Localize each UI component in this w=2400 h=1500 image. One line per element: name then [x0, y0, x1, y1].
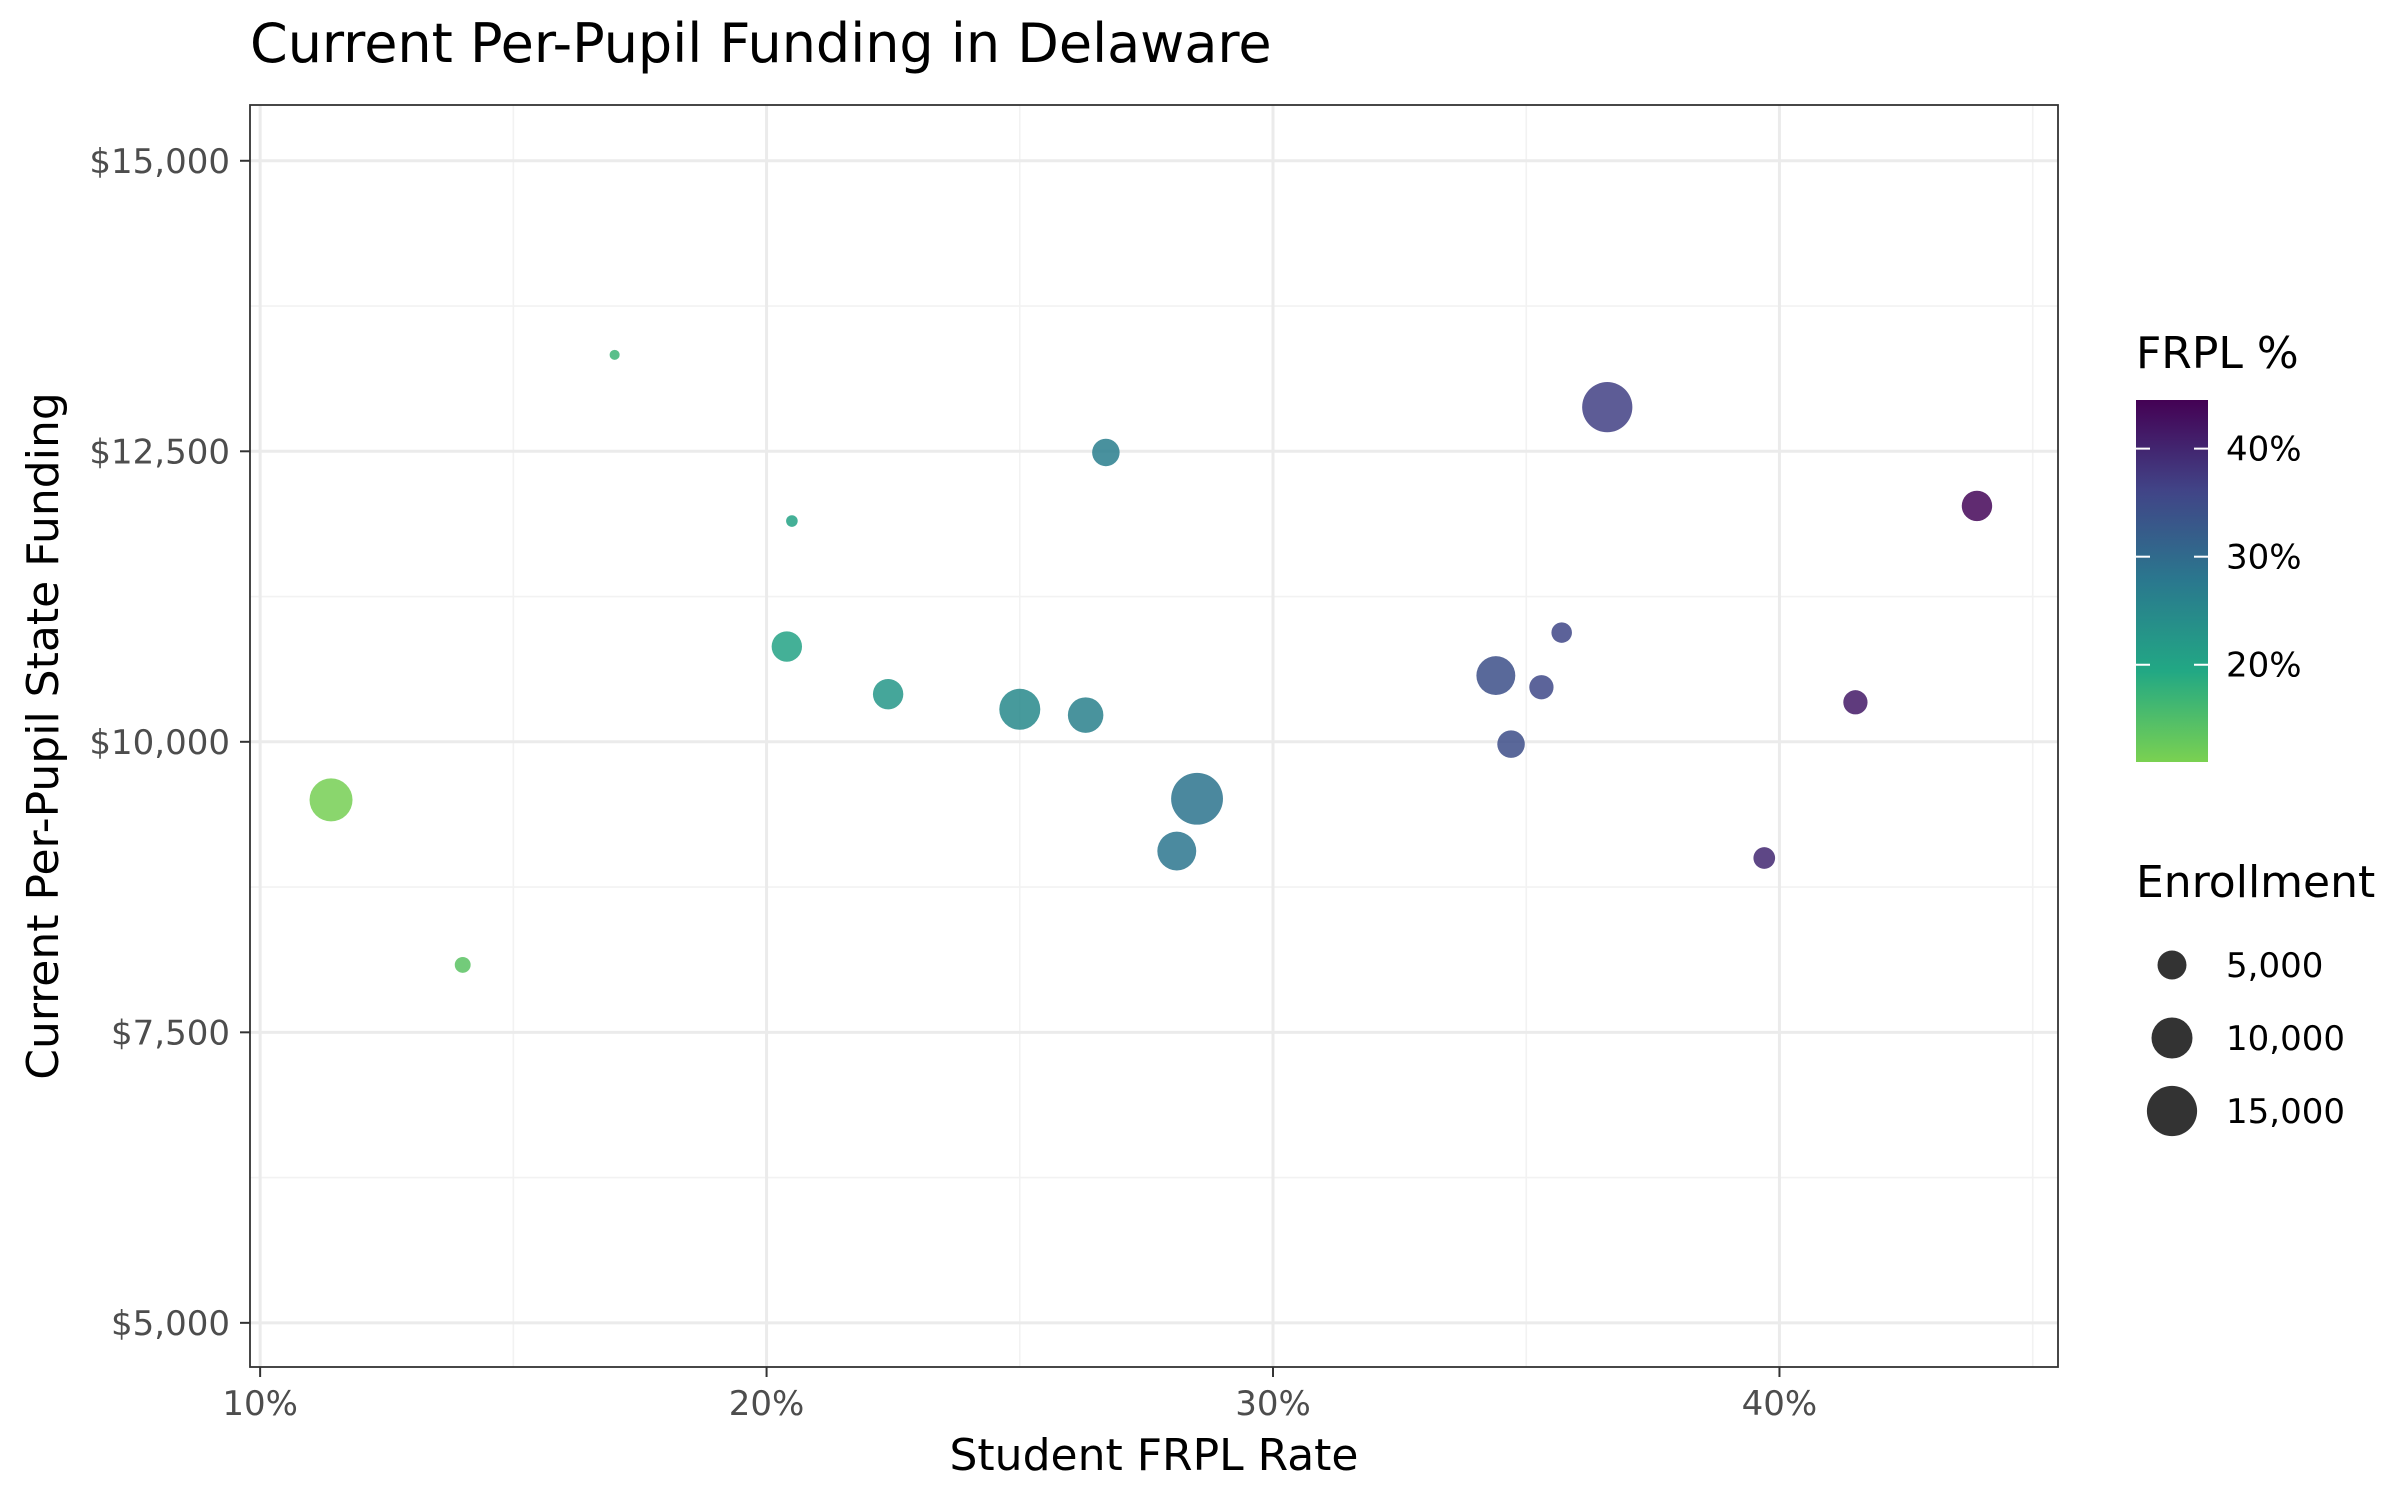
- panel-border: [249, 104, 2059, 1368]
- y-tick-label: $15,000: [89, 142, 230, 182]
- data-points: [309, 349, 1993, 973]
- color-legend-title: FRPL %: [2136, 328, 2299, 379]
- size-legend-label: 10,000: [2226, 1019, 2345, 1059]
- color-legend-label: 30%: [2226, 538, 2302, 578]
- y-tick-label: $7,500: [111, 1013, 230, 1053]
- y-tick-label: $12,500: [89, 432, 230, 472]
- data-point: [1476, 656, 1516, 696]
- data-point: [1497, 730, 1525, 758]
- y-tick-label: $10,000: [89, 723, 230, 763]
- chart-title: Current Per-Pupil Funding in Delaware: [250, 12, 1272, 75]
- size-legend-key: [2146, 1085, 2198, 1137]
- plot-panel: [249, 104, 2059, 1368]
- data-point: [1582, 382, 1633, 433]
- panel-background: [250, 105, 2058, 1367]
- minor-gridlines: [250, 105, 2058, 1367]
- x-axis: 10% 20% 30% 40%: [222, 1367, 1817, 1424]
- data-point: [1753, 847, 1776, 869]
- size-legend: Enrollment 5,000 10,000 15,000: [2136, 857, 2375, 1137]
- x-tick-label: 40%: [1742, 1384, 1818, 1424]
- data-point: [1843, 690, 1868, 715]
- color-legend-ticks: 20% 30% 40%: [2136, 430, 2302, 686]
- size-legend-title: Enrollment: [2136, 857, 2375, 908]
- data-point: [771, 631, 803, 662]
- data-point: [1067, 697, 1104, 733]
- data-point: [1529, 675, 1554, 700]
- data-point: [1961, 490, 1993, 522]
- data-point: [999, 688, 1041, 730]
- size-legend-key: [2157, 950, 2187, 980]
- size-legend-key: [2151, 1017, 2193, 1059]
- data-point: [786, 515, 798, 527]
- major-gridlines: [250, 105, 2058, 1367]
- x-axis-title: Student FRPL Rate: [950, 1430, 1359, 1481]
- size-legend-entries: 5,000 10,000 15,000: [2146, 946, 2345, 1137]
- data-point: [454, 956, 471, 973]
- color-legend: FRPL % 20% 30% 40%: [2136, 328, 2302, 762]
- size-legend-label: 5,000: [2226, 946, 2323, 986]
- color-legend-bar: [2136, 400, 2208, 762]
- data-point: [1157, 831, 1197, 871]
- data-point: [609, 349, 620, 360]
- data-point: [1171, 772, 1223, 825]
- data-point: [309, 778, 353, 822]
- data-point: [1092, 438, 1120, 467]
- x-tick-label: 20%: [729, 1384, 805, 1424]
- size-legend-label: 15,000: [2226, 1092, 2345, 1132]
- y-axis-title: Current Per-Pupil State Funding: [18, 392, 69, 1080]
- y-tick-label: $5,000: [111, 1304, 230, 1344]
- x-tick-label: 10%: [222, 1384, 298, 1424]
- y-axis: $5,000 $7,500 $10,000 $12,500 $15,000: [89, 142, 250, 1344]
- data-point: [872, 678, 904, 710]
- data-point: [1551, 622, 1572, 643]
- color-legend-label: 20%: [2226, 646, 2302, 686]
- x-tick-label: 30%: [1235, 1384, 1311, 1424]
- color-legend-label: 40%: [2226, 430, 2302, 470]
